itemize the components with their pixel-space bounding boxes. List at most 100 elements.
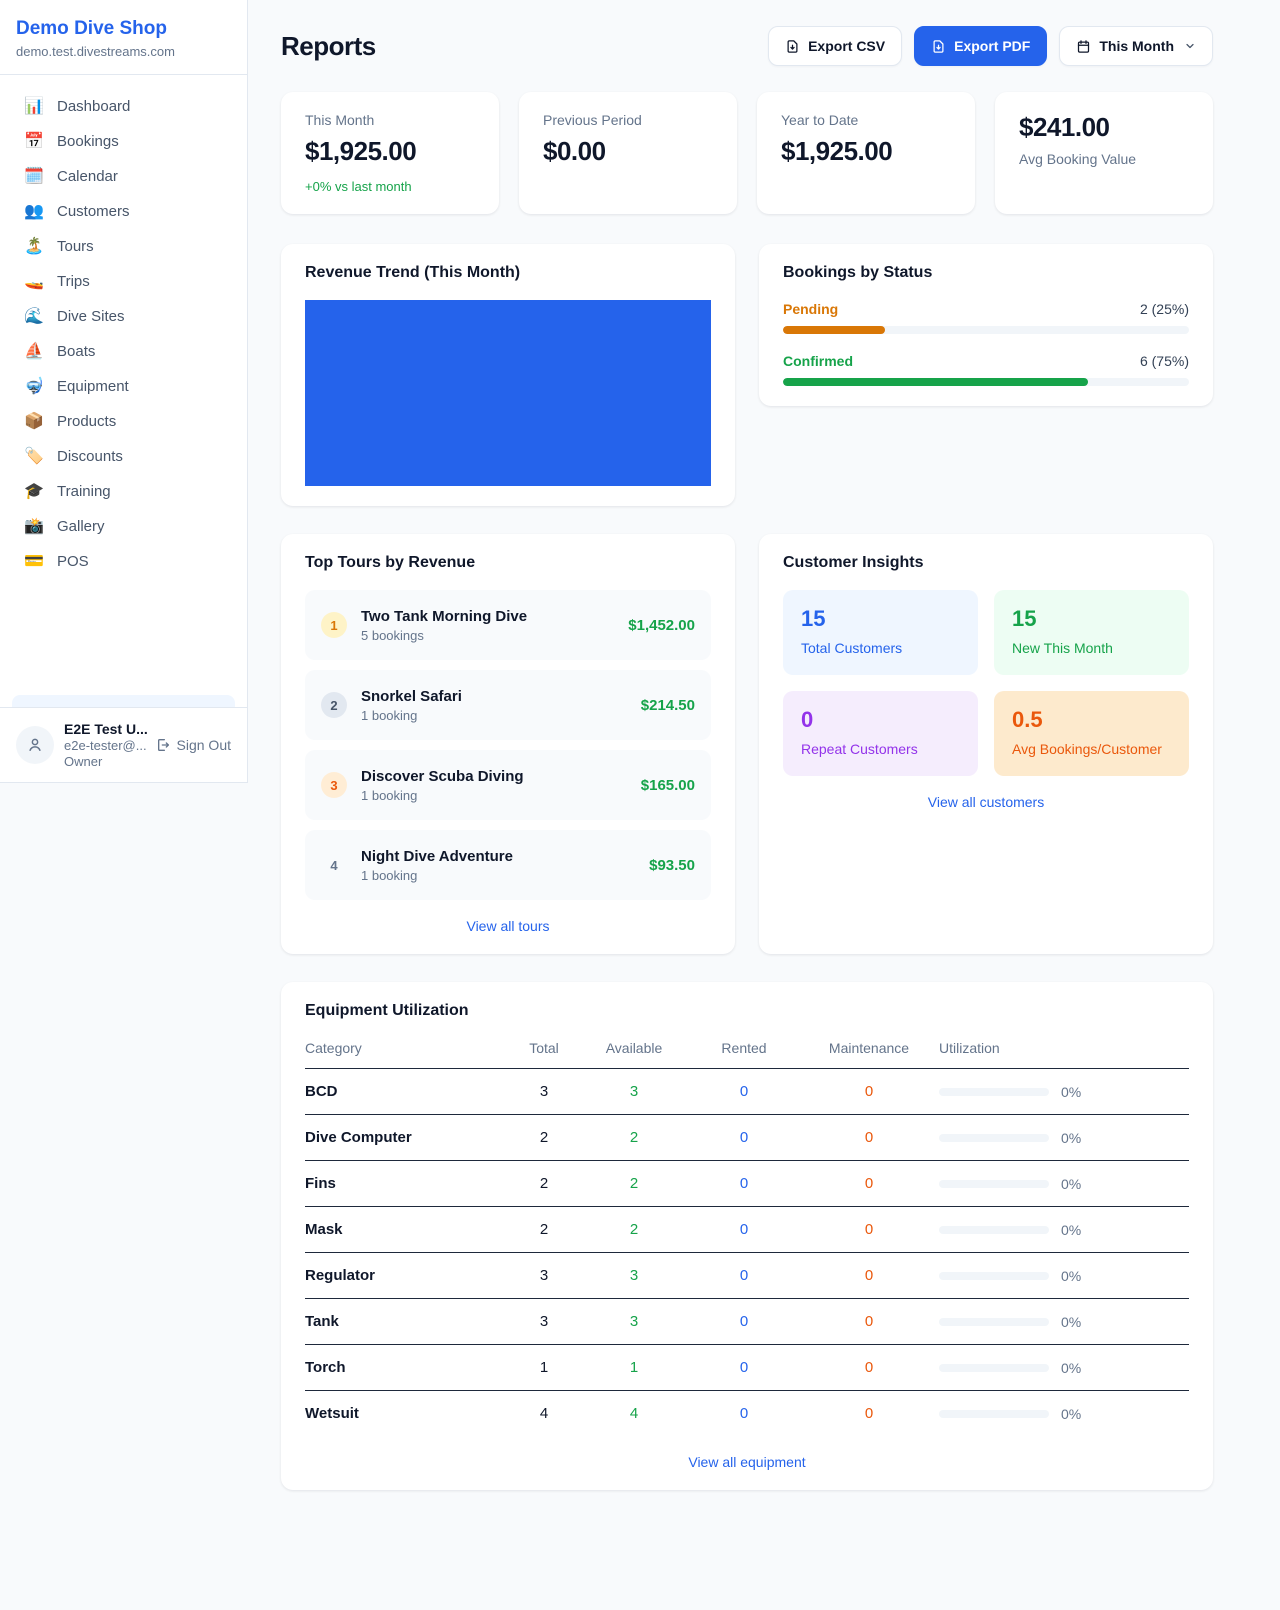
- page-title: Reports: [281, 30, 376, 61]
- insight-box: 15 Total Customers: [783, 590, 978, 675]
- table-row: BCD 3 3 0 0 0%: [305, 1069, 1189, 1115]
- eq-category: Regulator: [305, 1267, 376, 1284]
- export-pdf-label: Export PDF: [954, 38, 1031, 54]
- sidebar-item-pos[interactable]: 💳 POS: [24, 552, 89, 570]
- sidebar-item-calendar[interactable]: 🗓️ Calendar: [24, 167, 118, 185]
- insight-value: 15: [801, 606, 826, 631]
- eq-available: 1: [629, 1359, 639, 1376]
- sidebar-header: Demo Dive Shop demo.test.divestreams.com: [0, 0, 247, 75]
- sign-out-button[interactable]: Sign Out: [155, 737, 231, 753]
- stat-trend: +0% vs last month: [305, 179, 412, 194]
- utilization-bar: [939, 1317, 1049, 1326]
- eq-total: 2: [539, 1175, 549, 1192]
- sidebar-active-item-partial[interactable]: [12, 695, 235, 707]
- eq-available: 3: [629, 1313, 639, 1330]
- tour-revenue: $165.00: [640, 776, 695, 794]
- stat-value: $1,925.00: [781, 136, 893, 166]
- sign-out-icon: [157, 739, 169, 751]
- table-row: Fins 2 2 0 0 0%: [305, 1161, 1189, 1207]
- export-csv-label: Export CSV: [808, 38, 886, 54]
- utilization-text: 0%: [1061, 1267, 1082, 1284]
- export-csv-button[interactable]: Export CSV: [768, 26, 903, 66]
- eq-available: 2: [629, 1221, 639, 1238]
- sidebar-item-dashboard[interactable]: 📊 Dashboard: [24, 97, 131, 115]
- eq-rented: 0: [739, 1129, 749, 1146]
- period-label: This Month: [1099, 38, 1174, 54]
- sidebar-item-training[interactable]: 🎓 Training: [24, 482, 111, 500]
- export-pdf-button[interactable]: Export PDF: [914, 26, 1048, 66]
- eq-available: 3: [629, 1267, 639, 1284]
- stat-label: Year to Date: [781, 112, 859, 128]
- utilization-bar: [939, 1271, 1049, 1280]
- eq-maintenance: 0: [864, 1313, 874, 1330]
- view-all-customers-link[interactable]: View all customers: [927, 794, 1045, 810]
- insight-label: New This Month: [1012, 640, 1113, 656]
- status-label: Confirmed: [783, 353, 853, 369]
- user-box: E2E Test U... e2e-tester@... Owner Sign …: [0, 707, 247, 782]
- table-row: Tank 3 3 0 0 0%: [305, 1299, 1189, 1345]
- eq-category: Mask: [305, 1221, 343, 1238]
- sidebar-item-products[interactable]: 📦 Products: [24, 412, 117, 430]
- eq-total: 2: [539, 1129, 549, 1146]
- table-row: Regulator 3 3 0 0 0%: [305, 1253, 1189, 1299]
- eq-total: 3: [539, 1313, 549, 1330]
- discounts-icon: 🏷️: [24, 447, 44, 465]
- top-tours-title: Top Tours by Revenue: [305, 554, 476, 571]
- eq-category: Wetsuit: [305, 1405, 359, 1422]
- status-progress-track: [783, 378, 1189, 386]
- eq-total: 1: [539, 1359, 549, 1376]
- view-all-tours-link[interactable]: View all tours: [466, 918, 550, 934]
- stat-card-this-month: This Month $1,925.00 +0% vs last month: [281, 92, 499, 214]
- tours-icon: 🏝️: [24, 237, 44, 255]
- user-info: E2E Test U... e2e-tester@... Owner: [64, 721, 148, 769]
- utilization-bar: [939, 1409, 1049, 1418]
- dive-sites-icon: 🌊: [24, 307, 44, 325]
- utilization-bar: [939, 1087, 1049, 1096]
- trips-icon: 🚤: [24, 272, 44, 290]
- status-progress-fill: [783, 378, 1088, 386]
- equipment-utilization-card: Equipment Utilization Category Total Ava…: [281, 982, 1213, 1490]
- period-dropdown[interactable]: This Month: [1059, 26, 1213, 66]
- pos-icon: 💳: [24, 552, 44, 570]
- bookings-by-status-title: Bookings by Status: [783, 264, 933, 281]
- sidebar-item-gallery[interactable]: 📸 Gallery: [24, 517, 105, 535]
- tour-bookings: 1 booking: [361, 787, 418, 803]
- eq-maintenance: 0: [864, 1359, 874, 1376]
- sidebar-item-tours[interactable]: 🏝️ Tours: [24, 237, 94, 255]
- status-count: 6 (75%): [1139, 353, 1189, 369]
- tour-revenue: $214.50: [640, 696, 695, 714]
- eq-rented: 0: [739, 1405, 749, 1422]
- col-rented: Rented: [721, 1040, 767, 1056]
- sidebar-item-trips[interactable]: 🚤 Trips: [24, 272, 90, 290]
- sign-out-label: Sign Out: [176, 737, 231, 753]
- insight-label: Avg Bookings/Customer: [1012, 741, 1162, 757]
- sidebar-item-boats[interactable]: ⛵ Boats: [24, 342, 96, 360]
- rank-badge: 2: [321, 692, 347, 718]
- status-row: Confirmed 6 (75%): [783, 353, 1189, 386]
- sidebar-item-customers[interactable]: 👥 Customers: [24, 202, 130, 220]
- tour-name: Two Tank Morning Dive: [361, 607, 528, 625]
- stat-cards: This Month $1,925.00 +0% vs last month P…: [281, 92, 1213, 214]
- top-tours-card: Top Tours by Revenue 1 Two Tank Morning …: [281, 534, 735, 954]
- stat-value: $1,925.00: [305, 136, 417, 166]
- user-name: E2E Test U...: [64, 721, 148, 737]
- stat-value: $241.00: [1019, 112, 1110, 142]
- sidebar-item-discounts[interactable]: 🏷️ Discounts: [24, 447, 123, 465]
- tour-name: Discover Scuba Diving: [361, 767, 524, 785]
- eq-category: BCD: [305, 1083, 338, 1100]
- eq-rented: 0: [739, 1313, 749, 1330]
- equipment-table: Category Total Available Rented Maintena…: [305, 1040, 1189, 1436]
- page-header: Reports Export CSV Export PDF This Month: [281, 26, 1213, 66]
- tour-name: Snorkel Safari: [361, 687, 462, 705]
- eq-category: Tank: [305, 1313, 339, 1330]
- col-category: Category: [305, 1040, 362, 1056]
- sidebar-item-bookings[interactable]: 📅 Bookings: [24, 132, 119, 150]
- sidebar-nav: 📊 Dashboard 📅 Bookings 🗓️ Calendar 👥 Cus…: [0, 75, 247, 693]
- shop-domain: demo.test.divestreams.com: [16, 44, 175, 59]
- sidebar-item-dive-sites[interactable]: 🌊 Dive Sites: [24, 307, 125, 325]
- view-all-equipment-link[interactable]: View all equipment: [688, 1454, 806, 1470]
- sidebar-item-equipment[interactable]: 🤿 Equipment: [24, 377, 129, 395]
- eq-category: Dive Computer: [305, 1129, 412, 1146]
- insight-value: 15: [1012, 606, 1037, 631]
- stat-card-year-to-date: Year to Date $1,925.00: [757, 92, 975, 214]
